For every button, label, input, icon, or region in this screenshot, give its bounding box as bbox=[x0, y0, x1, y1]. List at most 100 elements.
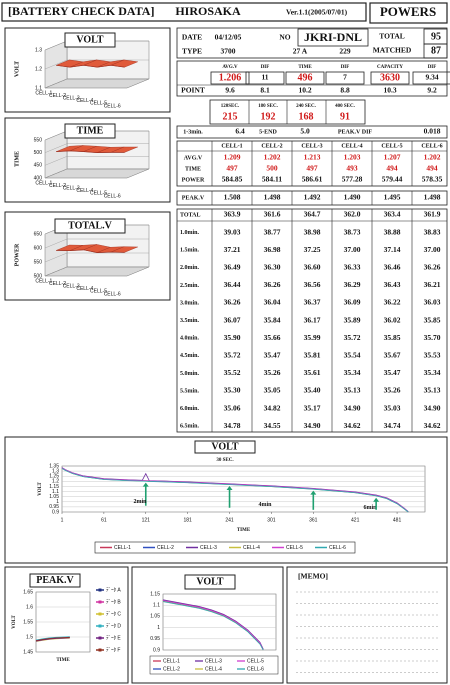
text-label: 35.13 bbox=[344, 386, 361, 395]
x-tick-label: CELL-2 bbox=[49, 281, 66, 287]
peak-frame bbox=[176, 190, 448, 206]
text-label: 36.30 bbox=[264, 263, 281, 272]
chart-title: VOLT bbox=[211, 441, 239, 452]
text-label: 215 bbox=[223, 111, 238, 122]
row-label: 1.5min. bbox=[180, 248, 200, 254]
text-label: AVG.V bbox=[184, 155, 203, 161]
text-label: 362.0 bbox=[344, 210, 361, 219]
legend-entry: ﾃﾞｰﾀ F bbox=[106, 646, 120, 653]
text-label: 497 bbox=[306, 164, 318, 173]
text-label: 3630 bbox=[380, 72, 400, 83]
legend-entry: CELL-3 bbox=[200, 545, 217, 551]
grid-line bbox=[44, 156, 149, 166]
chart-title: TOTAL.V bbox=[68, 220, 113, 231]
y-tick-label: 1 bbox=[56, 499, 59, 505]
text-label: 36.03 bbox=[424, 298, 441, 307]
text-label: 10.2 bbox=[298, 86, 311, 95]
annotation: 4min bbox=[258, 502, 272, 508]
x-tick-label: CELL-3 bbox=[63, 186, 80, 192]
text-label: 35.47 bbox=[264, 351, 281, 360]
x-tick-label: CELL-4 bbox=[76, 98, 93, 104]
text-label: TOTAL bbox=[379, 32, 405, 41]
series-line bbox=[162, 601, 264, 651]
y-tick-label: 1.35 bbox=[49, 463, 59, 469]
text-label: 35.90 bbox=[224, 333, 241, 342]
title-frame bbox=[194, 440, 256, 454]
text-label: 36.26 bbox=[424, 263, 441, 272]
series-line bbox=[162, 599, 264, 650]
text-label: 38.77 bbox=[264, 227, 281, 236]
text-label: CELL-4 bbox=[341, 143, 362, 149]
series-line bbox=[35, 636, 70, 641]
y-tick-label: 550 bbox=[34, 259, 43, 265]
text-label: 87 bbox=[431, 45, 441, 56]
grid-line bbox=[44, 238, 149, 249]
text-label: 35.30 bbox=[224, 386, 241, 395]
text-label: 37.14 bbox=[384, 245, 401, 254]
y-tick-label: 1.15 bbox=[49, 484, 59, 490]
y-tick-label: 0.9 bbox=[153, 647, 160, 653]
legend-frame bbox=[94, 541, 356, 554]
legend-entry: ﾃﾞｰﾀ E bbox=[106, 634, 121, 641]
text-label: 361.9 bbox=[424, 210, 441, 219]
legend-entry: CELL-4 bbox=[243, 545, 260, 551]
series-line bbox=[56, 64, 125, 68]
text-label: 586.61 bbox=[302, 175, 323, 184]
text-label: 35.72 bbox=[344, 333, 361, 342]
y-tick-label: 600 bbox=[34, 245, 43, 251]
split-frame bbox=[176, 125, 448, 139]
y-tick-label: 1.05 bbox=[150, 614, 160, 620]
y-tick-label: 550 bbox=[34, 137, 43, 143]
text-label: 35.89 bbox=[344, 315, 361, 324]
legend-entry: ﾃﾞｰﾀ D bbox=[106, 622, 121, 629]
text-label: 35.05 bbox=[264, 386, 281, 395]
y-tick-label: 1.1 bbox=[52, 489, 59, 495]
x-axis-label: TIME bbox=[56, 658, 70, 663]
text-label: CAPACITY bbox=[377, 65, 403, 70]
legend-entry: ﾃﾞｰﾀ A bbox=[106, 586, 121, 593]
x-axis-label: TIME bbox=[237, 528, 251, 533]
row-label: 3.0min. bbox=[180, 300, 200, 306]
text-label: POWER bbox=[182, 177, 205, 183]
x-tick-label: CELL-1 bbox=[35, 180, 52, 186]
series-line bbox=[61, 468, 409, 513]
text-label: 168 bbox=[299, 111, 314, 122]
text-label: 35.03 bbox=[384, 403, 401, 412]
text-label: 37.25 bbox=[304, 245, 321, 254]
x-tick-label: CELL-1 bbox=[35, 90, 52, 96]
text-label: 11 bbox=[261, 73, 268, 82]
arrow-head bbox=[310, 490, 317, 495]
text-label: 1.498 bbox=[264, 193, 281, 202]
text-label: 240 SEC. bbox=[296, 104, 316, 109]
row-label: TOTAL bbox=[180, 212, 200, 218]
grid-line bbox=[44, 78, 149, 89]
text-label: 35.47 bbox=[384, 368, 401, 377]
row-label: 4.0min. bbox=[180, 336, 200, 342]
x-tick-label: CELL-4 bbox=[76, 286, 93, 292]
text-label: 6.4 bbox=[235, 127, 245, 136]
row-label: 3.5min. bbox=[180, 318, 200, 324]
text-label: 35.13 bbox=[424, 386, 441, 395]
y-tick-label: 500 bbox=[34, 150, 43, 156]
text-label: 36.22 bbox=[384, 298, 401, 307]
legend-entry: CELL-1 bbox=[114, 545, 131, 551]
legend-marker bbox=[98, 588, 102, 592]
text-label: 35.85 bbox=[424, 315, 441, 324]
legend-marker bbox=[98, 636, 102, 640]
x-tick-label: CELL-3 bbox=[63, 96, 80, 102]
text-label: 35.53 bbox=[424, 351, 441, 360]
x-tick-label: CELL-6 bbox=[104, 291, 121, 297]
chart-title: PEAK.V bbox=[36, 575, 74, 586]
y-axis-label: POWER bbox=[14, 243, 20, 266]
grid-line bbox=[44, 266, 149, 277]
text-label: 9.6 bbox=[225, 86, 235, 95]
row-label: 4.5min. bbox=[180, 353, 200, 359]
chart-title: TIME bbox=[77, 125, 104, 136]
text-label: 579.44 bbox=[382, 175, 403, 184]
text-label: 35.61 bbox=[304, 368, 321, 377]
text-label: 577.28 bbox=[342, 175, 363, 184]
legend-entry: CELL-5 bbox=[247, 658, 264, 664]
text-label: 36.33 bbox=[344, 263, 361, 272]
chart-title: VOLT bbox=[196, 576, 224, 587]
